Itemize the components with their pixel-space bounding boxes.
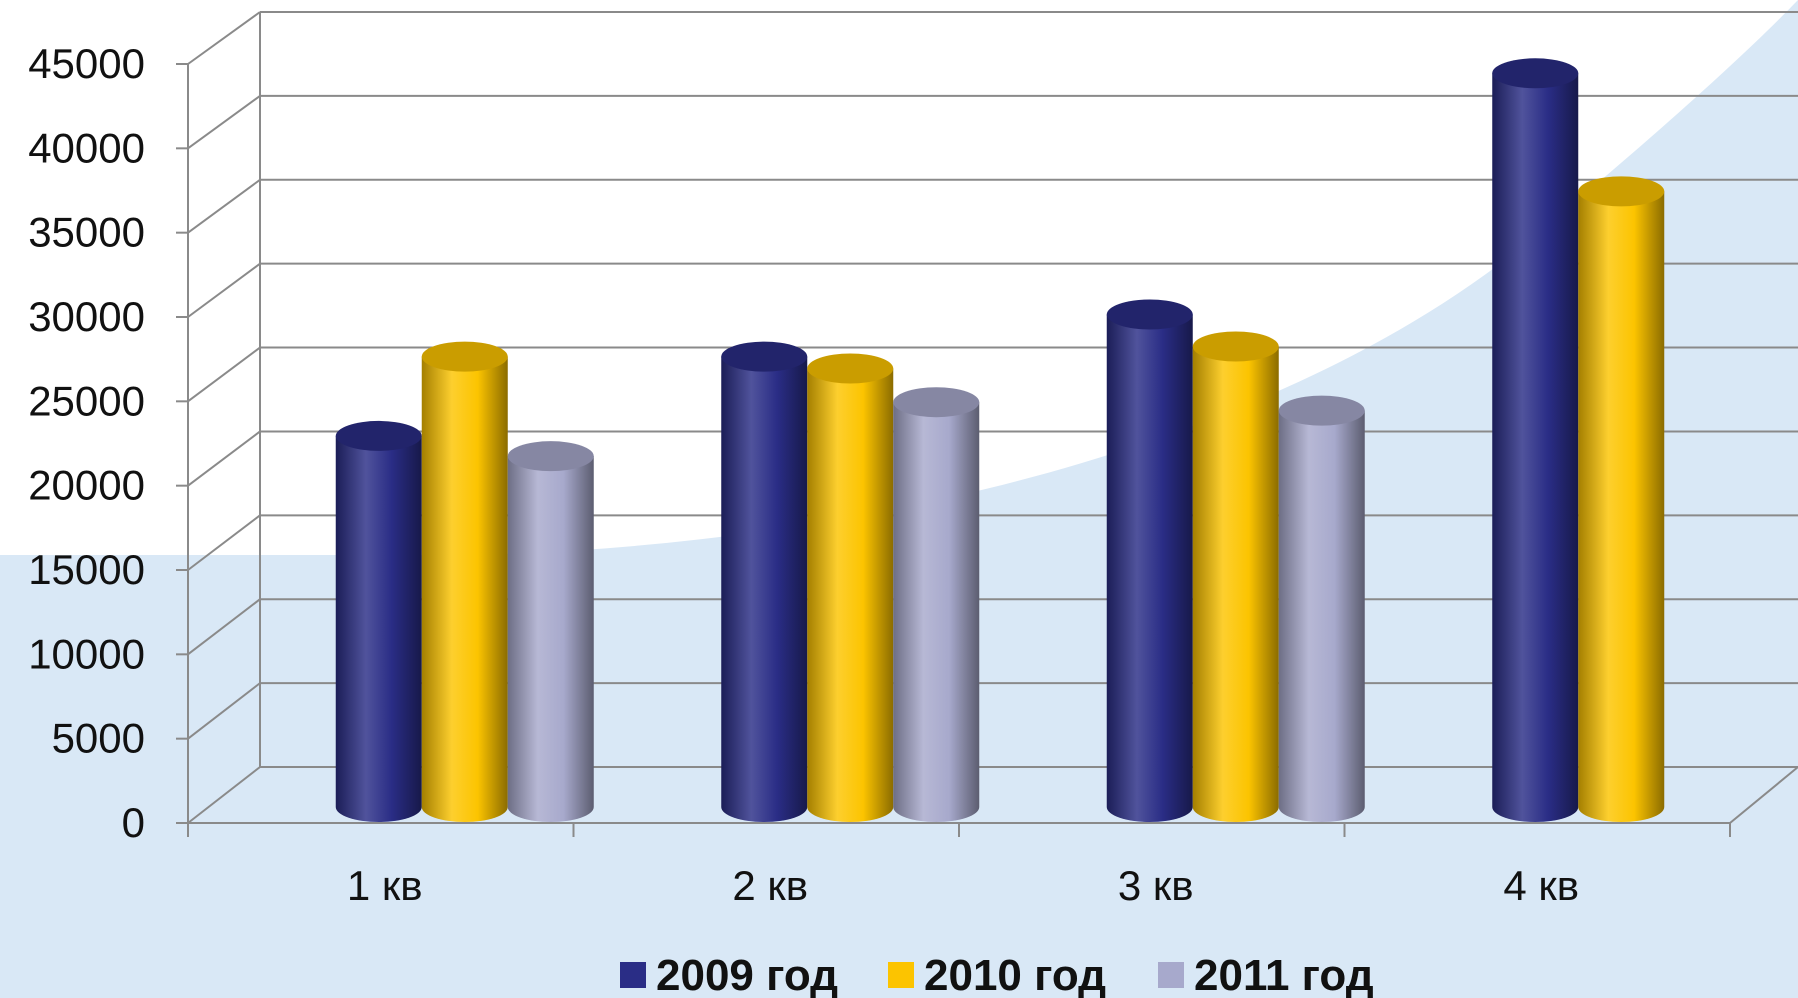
y-tick-label: 45000 — [28, 40, 145, 87]
gridline-depth — [187, 682, 261, 740]
y-axis-tick-labels: 0 5000 10000 15000 20000 25000 30000 35000 40000… — [28, 40, 145, 846]
bars — [335, 58, 1665, 823]
bar — [721, 341, 808, 823]
bar-body — [1492, 73, 1579, 823]
gridline-depth — [187, 178, 261, 234]
y-tick-label: 15000 — [28, 546, 145, 593]
bar-top — [1492, 58, 1579, 89]
bar — [1278, 395, 1365, 823]
legend-item: 2009 год — [620, 951, 838, 998]
legend: 2009 год 2010 год 2011 год — [620, 951, 1374, 998]
bar — [1492, 58, 1579, 823]
bar-top — [807, 353, 894, 384]
legend-label: 2009 год — [656, 951, 838, 998]
bar-body — [421, 356, 508, 823]
x-axis-tick-labels: 1 кв 2 кв 3 кв 4 кв — [347, 862, 1579, 909]
gridline-depth — [187, 430, 261, 487]
gridline-depth — [187, 598, 261, 656]
legend-label: 2010 год — [924, 951, 1106, 998]
legend-item: 2011 год — [1158, 951, 1374, 998]
bar — [807, 353, 894, 823]
bar-body — [893, 402, 980, 823]
bar-body — [721, 356, 808, 823]
y-tick-label: 5000 — [52, 715, 145, 762]
y-tick-label: 30000 — [28, 293, 145, 340]
legend-label: 2011 год — [1194, 951, 1374, 998]
x-tick-label: 4 кв — [1503, 862, 1579, 909]
bar-body — [807, 368, 894, 823]
bar-top — [1278, 395, 1365, 426]
gridline-depth — [187, 346, 261, 403]
bar-top — [893, 387, 980, 418]
bar — [335, 420, 422, 823]
y-tick-label: 25000 — [28, 377, 145, 424]
y-tick-label: 40000 — [28, 124, 145, 171]
gridline-depth — [187, 11, 261, 65]
bar-body — [1106, 314, 1193, 823]
floor-right-edge — [1729, 766, 1798, 824]
bar — [507, 441, 594, 823]
bar-top — [335, 420, 422, 451]
bar — [1578, 176, 1665, 823]
bar-body — [335, 435, 422, 823]
legend-swatch — [620, 962, 646, 988]
gridline-depth — [187, 514, 261, 571]
y-tick-label: 35000 — [28, 209, 145, 256]
x-tick-label: 1 кв — [347, 862, 423, 909]
bar-top — [421, 341, 508, 372]
bar-top — [721, 341, 808, 372]
legend-item: 2010 год — [888, 951, 1106, 998]
legend-swatch — [1158, 962, 1184, 988]
bar — [1106, 299, 1193, 823]
bar-body — [1278, 410, 1365, 823]
bar-body — [1192, 346, 1279, 823]
x-tick-label: 3 кв — [1118, 862, 1194, 909]
legend-swatch — [888, 962, 914, 988]
bar — [1192, 331, 1279, 823]
bar-top — [1106, 299, 1193, 330]
gridline-depth — [187, 262, 261, 318]
x-tick-label: 2 кв — [732, 862, 808, 909]
bar — [893, 387, 980, 823]
gridline-depth — [187, 95, 261, 150]
bar-body — [507, 456, 594, 823]
y-tick-label: 10000 — [28, 630, 145, 677]
bar-top — [1578, 176, 1665, 207]
bar-body — [1578, 191, 1665, 823]
y-tick-label: 20000 — [28, 462, 145, 509]
bar-top — [1192, 331, 1279, 362]
y-tick-label: 0 — [122, 799, 145, 846]
bar-top — [507, 441, 594, 472]
bar — [421, 341, 508, 823]
gridline-depth — [187, 766, 261, 824]
